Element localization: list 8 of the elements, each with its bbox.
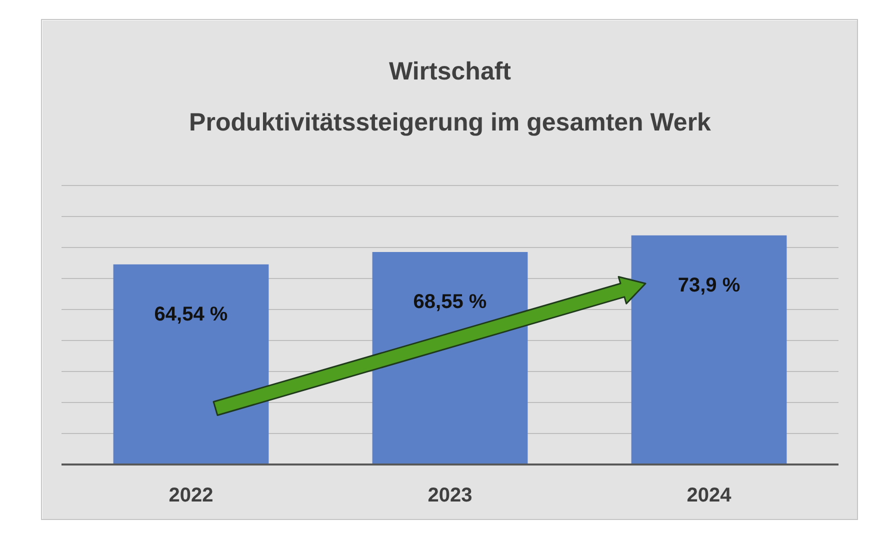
- data-label: 68,55 %: [413, 290, 487, 313]
- x-tick-label: 2024: [686, 484, 732, 506]
- x-tick-label: 2023: [428, 484, 472, 506]
- x-tick-label: 2022: [168, 484, 214, 506]
- data-label: 64,54 %: [154, 303, 228, 326]
- chart-title: Wirtschaft: [388, 58, 512, 86]
- data-label: 73,9 %: [678, 274, 740, 296]
- chart-subtitle: Produktivitätssteigerung im gesamten Werk: [189, 108, 712, 136]
